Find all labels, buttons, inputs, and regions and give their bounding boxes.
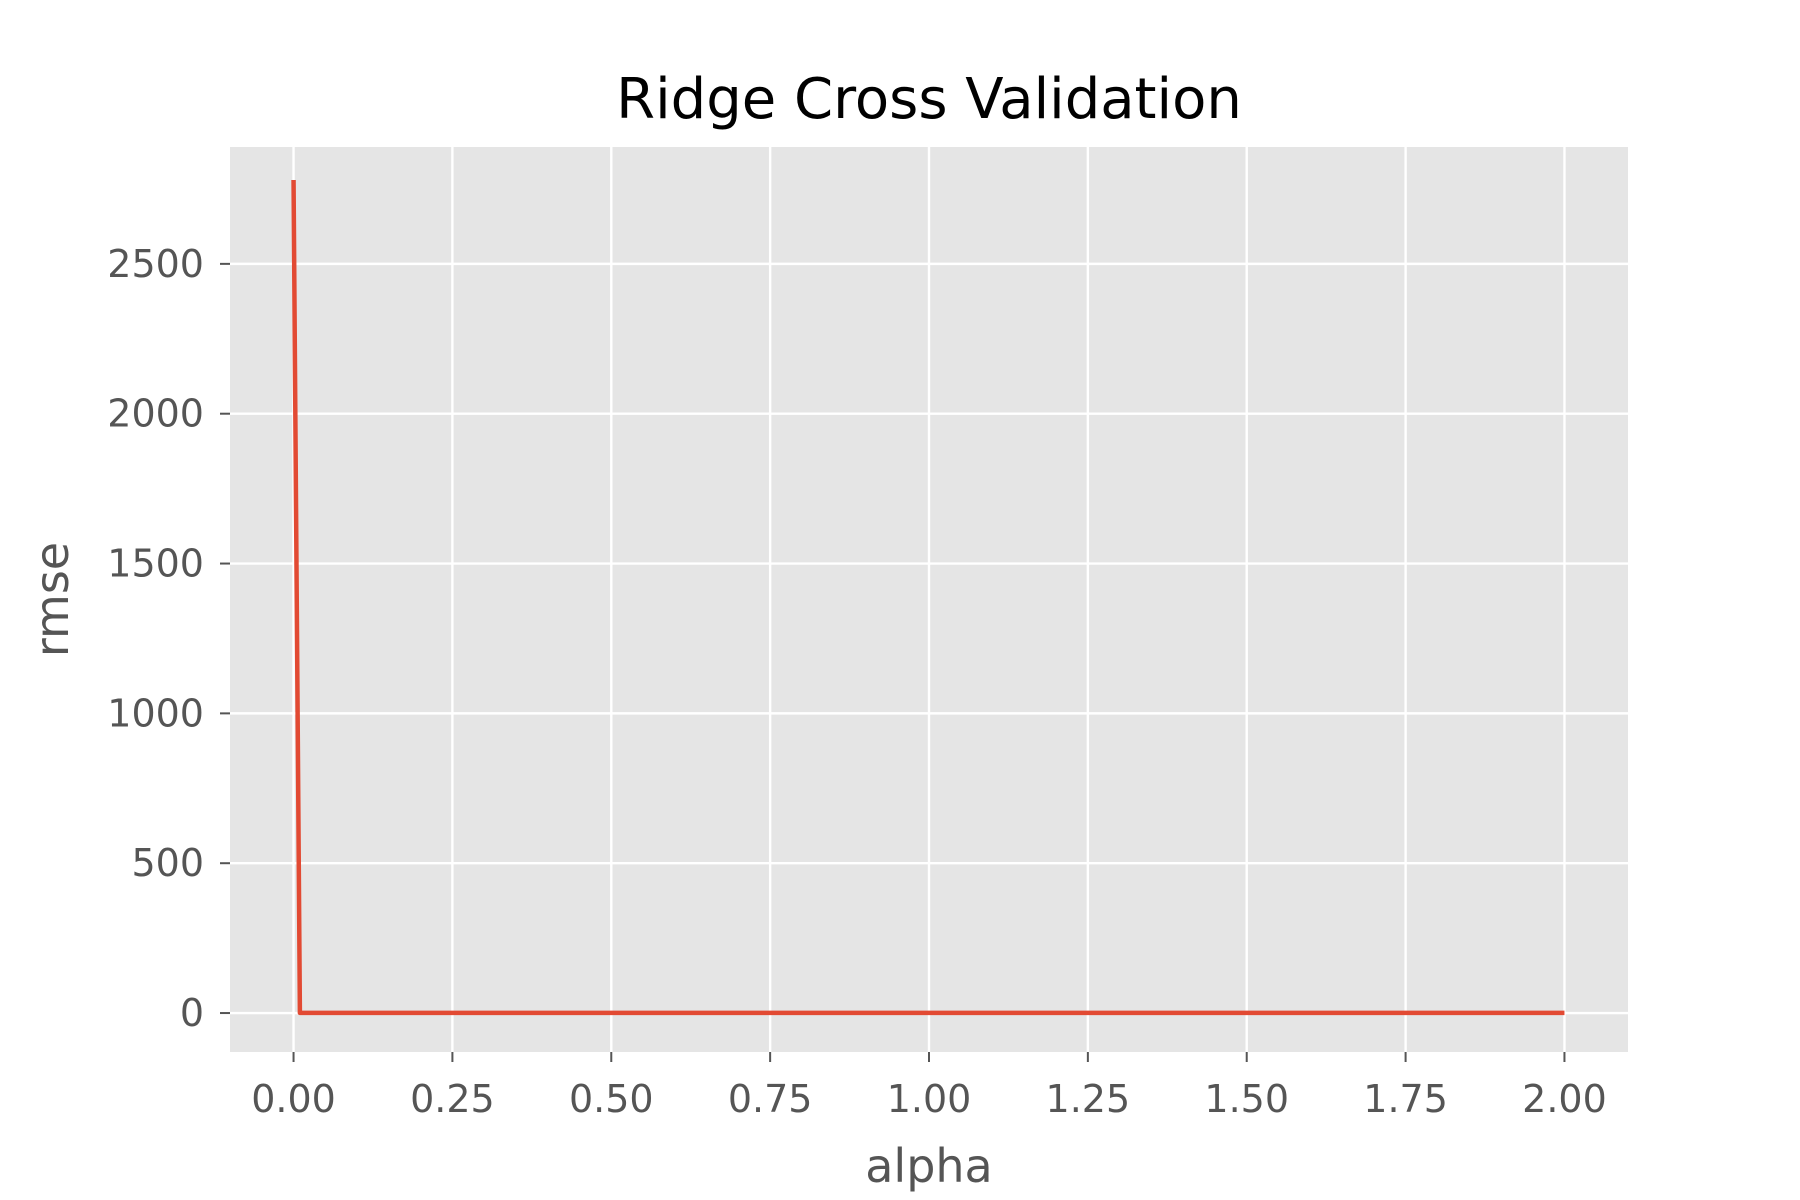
y-tick-label: 500 [131, 841, 204, 885]
x-tick-label: 0.25 [410, 1077, 495, 1121]
series-layer [291, 179, 1565, 1016]
series-line [291, 179, 1565, 1016]
x-tick-label: 1.00 [887, 1077, 972, 1121]
x-tick-label: 2.00 [1522, 1077, 1607, 1121]
y-tick-label: 0 [180, 991, 204, 1035]
x-axis-label: alpha [865, 1139, 993, 1193]
y-tick-label: 2500 [107, 242, 204, 286]
x-tick-label: 0.50 [569, 1077, 654, 1121]
chart-title: Ridge Cross Validation [616, 67, 1242, 132]
x-tick-label: 1.75 [1363, 1077, 1448, 1121]
grid [230, 147, 1628, 1052]
y-tick-label: 1500 [107, 542, 204, 586]
y-tick-label: 1000 [107, 691, 204, 735]
x-tick-label: 0.75 [728, 1077, 813, 1121]
y-axis-label: rmse [25, 542, 79, 657]
x-tick-label: 0.00 [251, 1077, 336, 1121]
y-tick-label: 2000 [107, 392, 204, 436]
ticks: 0.00 0.25 0.50 0.75 1.00 1.25 1.50 1.75 2.00 0 500… [107, 242, 1606, 1121]
x-tick-label: 1.25 [1046, 1077, 1131, 1121]
x-tick-label: 1.50 [1204, 1077, 1289, 1121]
